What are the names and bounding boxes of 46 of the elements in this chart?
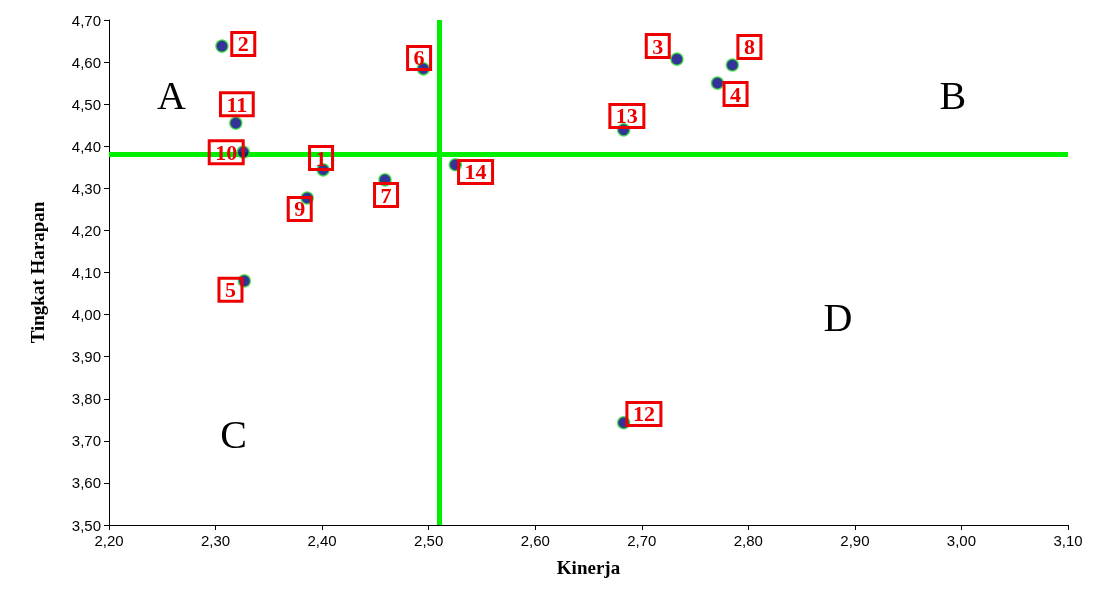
x-axis-title: Kinerja (556, 557, 621, 578)
annotation: 8 (743, 34, 755, 60)
x-tick-label: 3,00 (946, 532, 977, 549)
y-tick-label: 4,00 (71, 306, 101, 324)
point (215, 39, 229, 53)
annotation: 3 (652, 33, 664, 59)
annotation: 5 (224, 277, 236, 303)
x-tick-label: 2,40 (307, 532, 337, 549)
annotation: 13 (615, 103, 638, 129)
y-tick-label: 4,40 (71, 137, 101, 155)
y-tick-label: 4,60 (71, 53, 101, 71)
annotation: C (220, 411, 248, 457)
x-tick-label: 2,70 (627, 532, 657, 549)
annotation: 12 (632, 401, 655, 427)
annotation: 7 (380, 182, 392, 208)
annotation: 4 (730, 81, 742, 107)
point (725, 58, 740, 72)
x-tick-label: 2,20 (94, 532, 124, 549)
y-axis-title: Tingkat Harapan (27, 201, 48, 344)
x-tick-label: 2,30 (200, 532, 231, 549)
point (710, 76, 725, 90)
x-tick-label: 2,80 (733, 532, 763, 549)
annotation: 6 (413, 45, 425, 71)
y-tick-label: 4,30 (71, 179, 101, 197)
y-tick-label: 4,20 (71, 221, 101, 239)
x-tick-label: 2,90 (840, 532, 870, 549)
x-tick-label: 2,50 (414, 532, 444, 549)
annotation: B (939, 73, 967, 119)
point (670, 52, 684, 66)
x-tick-label: 3,10 (1053, 532, 1083, 549)
point (229, 116, 243, 130)
y-tick-label: 4,70 (71, 11, 101, 29)
y-tick-label: 3,60 (71, 474, 101, 492)
annotation: 9 (294, 196, 306, 222)
annotation: 14 (464, 159, 487, 185)
annotation: A (156, 73, 186, 119)
annotation: D (823, 295, 853, 341)
y-tick-label: 3,70 (71, 432, 101, 450)
y-tick-label: 4,50 (71, 95, 101, 113)
annotation: 2 (237, 31, 249, 57)
y-tick-label: 3,90 (71, 348, 101, 366)
x-tick-label: 2,60 (520, 532, 550, 549)
y-tick-label: 4,10 (71, 264, 101, 281)
annotation: 11 (226, 91, 248, 117)
y-tick-label: 3,50 (71, 516, 101, 534)
y-tick-label: 3,80 (71, 390, 101, 408)
